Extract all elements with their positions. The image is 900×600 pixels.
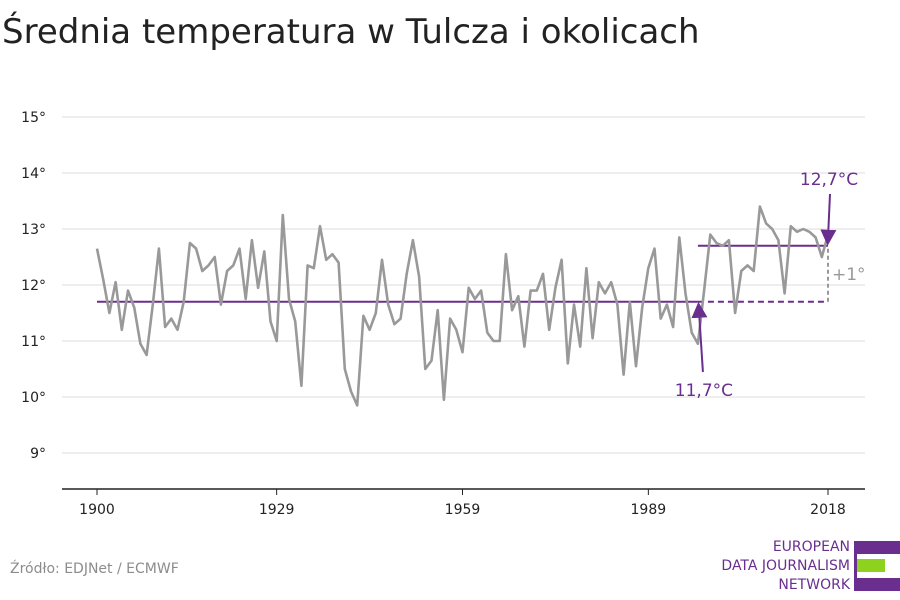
y-tick-label: 12° xyxy=(21,278,46,294)
y-tick-label: 10° xyxy=(21,390,46,406)
y-tick-label: 13° xyxy=(21,222,46,238)
logo-bars-icon xyxy=(854,541,900,591)
logo-bar-middle xyxy=(854,559,885,572)
baseline-label: 11,7°C xyxy=(675,381,733,401)
y-tick-label: 11° xyxy=(21,334,46,350)
difference-label: +1° xyxy=(832,265,866,285)
logo-bar-bottom xyxy=(854,578,900,591)
x-tick-label: 2018 xyxy=(810,502,846,518)
edjnet-logo[interactable]: EUROPEAN DATA JOURNALISM NETWORK xyxy=(700,538,900,598)
recent-mean-arrow xyxy=(820,193,837,246)
y-tick-label: 14° xyxy=(21,166,46,182)
y-tick-label: 15° xyxy=(21,110,46,126)
chart-title: Średnia temperatura w Tulcza i okolicach xyxy=(2,12,700,52)
temperature-series-line xyxy=(95,205,830,407)
logo-bar-top xyxy=(854,541,900,554)
recent-mean-label: 12,7°C xyxy=(800,170,858,190)
y-tick-label: 9° xyxy=(30,446,46,462)
logo-line-1: EUROPEAN xyxy=(772,539,850,555)
x-tick-label: 1989 xyxy=(631,502,667,518)
logo-stem xyxy=(854,541,857,591)
x-tick-label: 1959 xyxy=(445,502,481,518)
x-tick-label: 1900 xyxy=(79,502,115,518)
baseline-arrow xyxy=(691,301,708,373)
logo-line-2: DATA JOURNALISM xyxy=(721,558,850,574)
x-tick-label: 1929 xyxy=(259,502,295,518)
source-note: Źródło: EDJNet / ECMWF xyxy=(10,561,179,577)
logo-line-3: NETWORK xyxy=(778,577,850,593)
